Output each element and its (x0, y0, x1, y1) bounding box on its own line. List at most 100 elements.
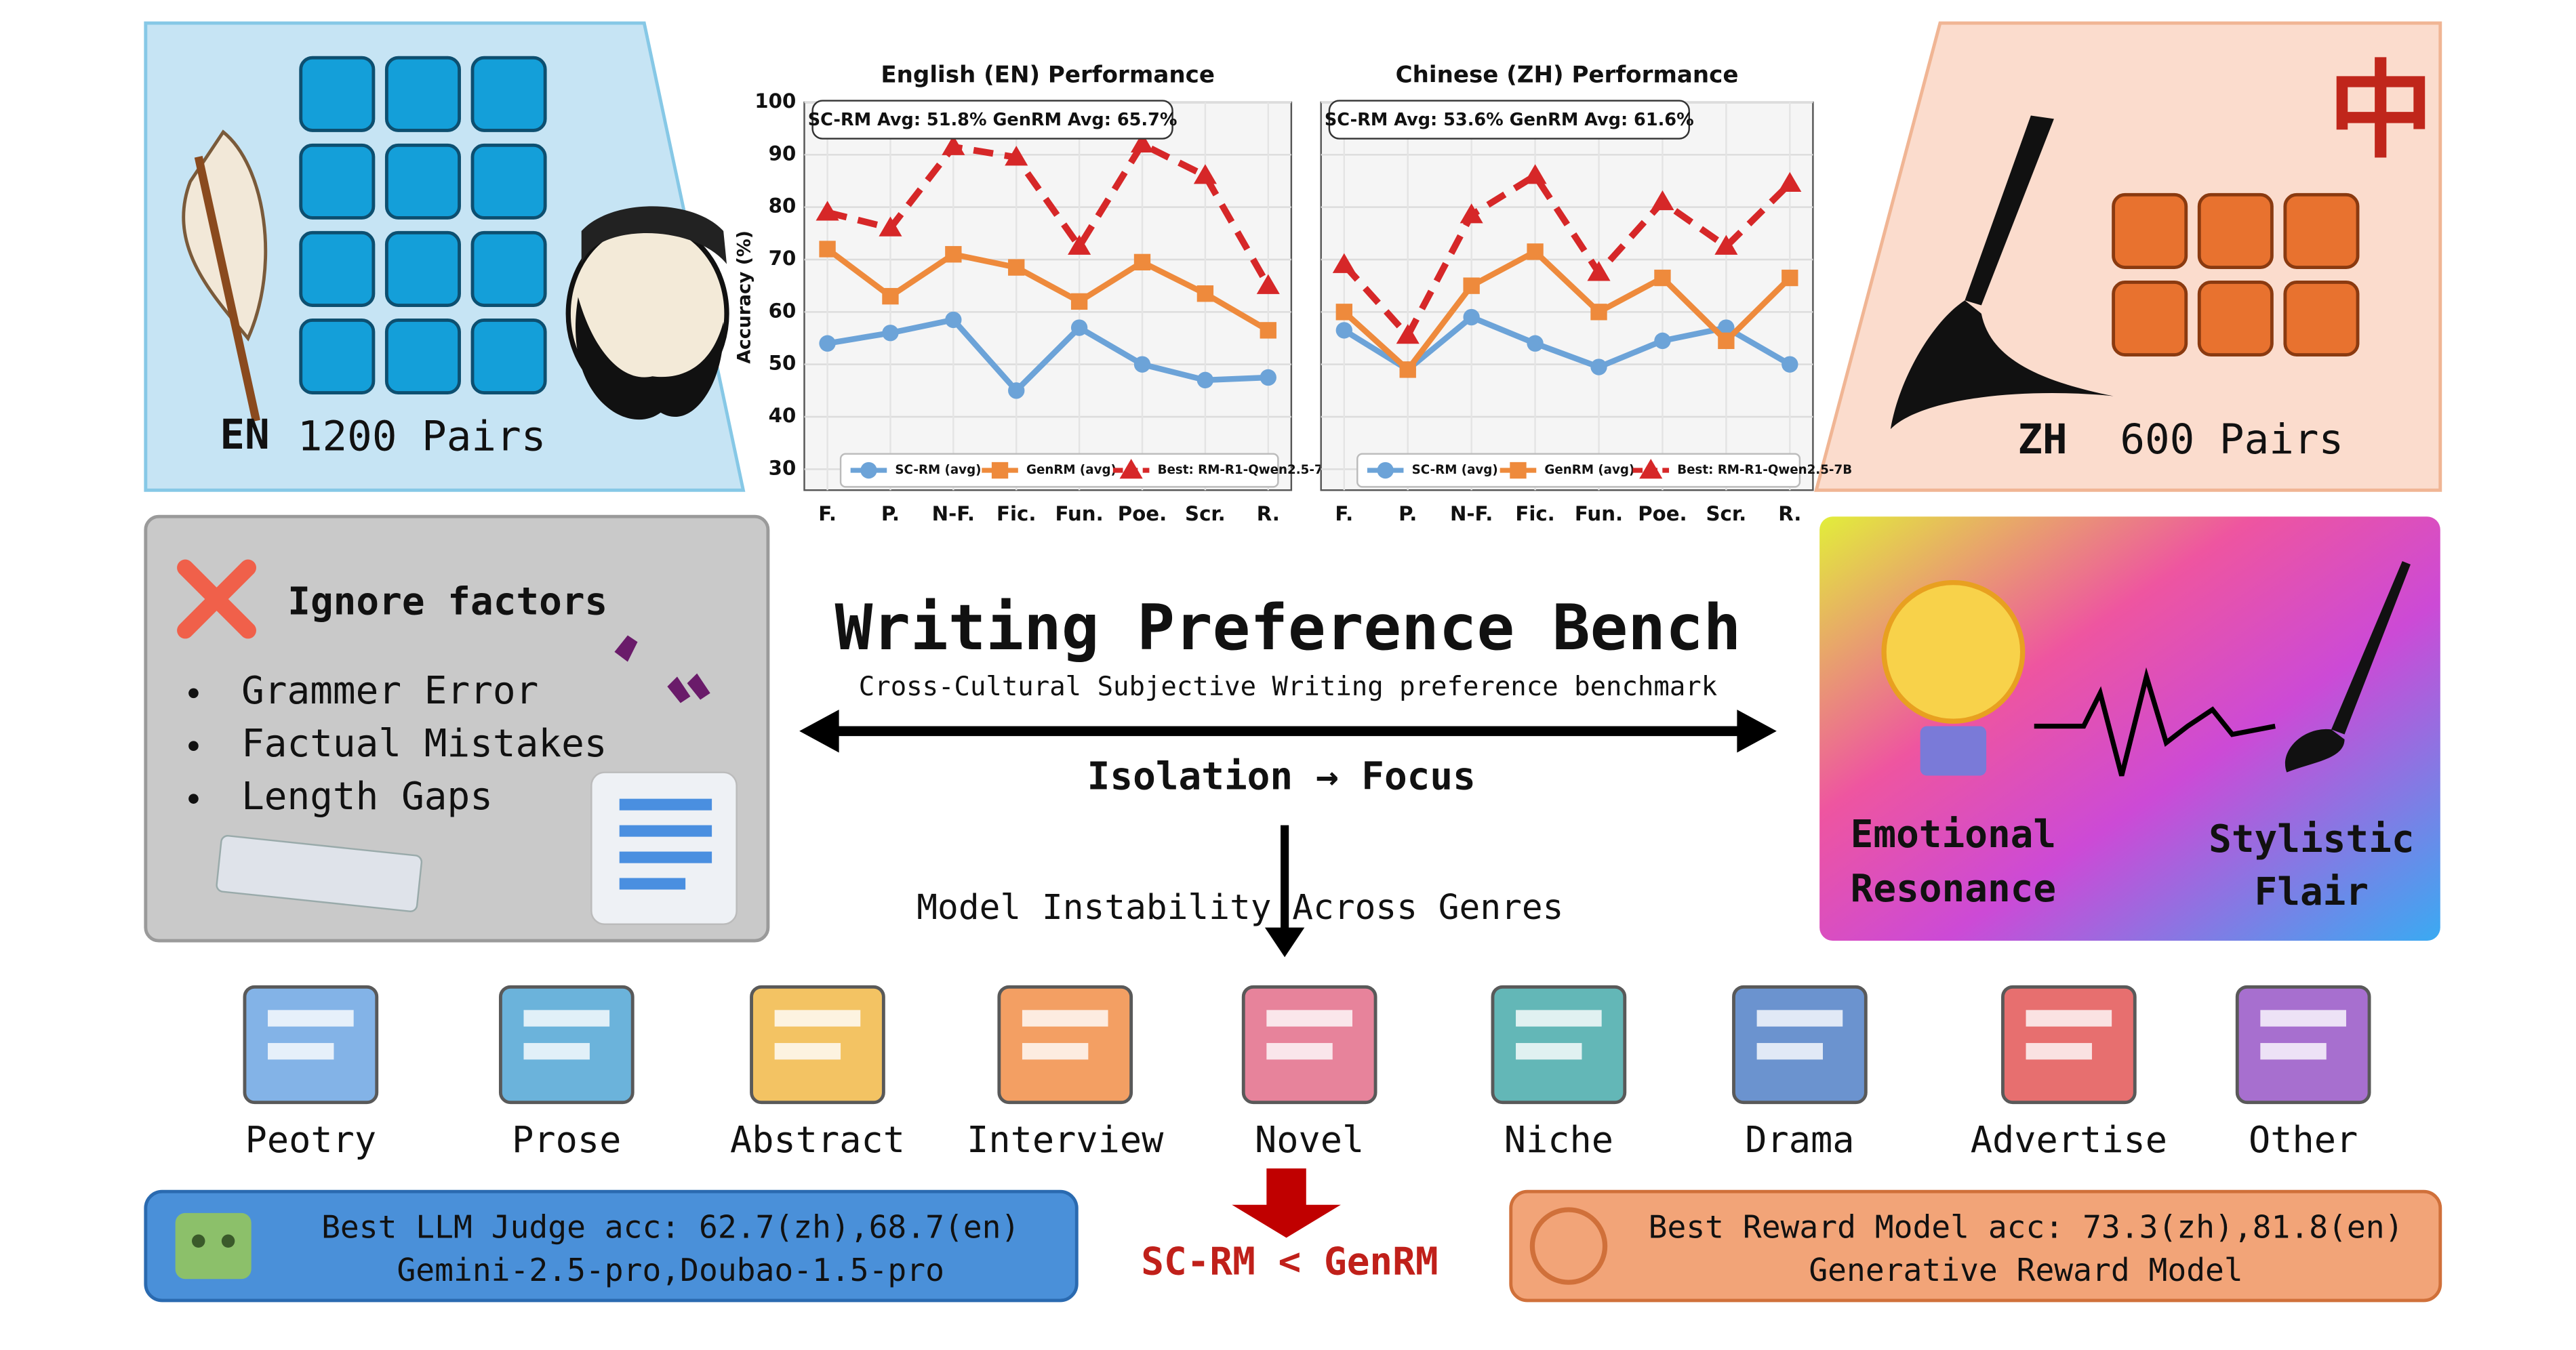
genre-label: Niche (1504, 1118, 1613, 1161)
genre-icon-detail (2260, 1010, 2346, 1027)
square (384, 318, 461, 395)
series-line (826, 316, 1268, 395)
data-point (1008, 259, 1025, 276)
genre-row: Peotry Prose Abstract Interview Novel Niche Dr… (243, 985, 2371, 1161)
square (2283, 192, 2360, 269)
x-tick-label: Scr. (1706, 502, 1747, 525)
emotional-line: Emotional (1851, 813, 2056, 857)
down-arrow (1264, 825, 1305, 958)
genre-label: Other (2249, 1118, 2358, 1161)
quote-icon (614, 635, 710, 703)
data-point (1130, 132, 1154, 153)
data-point (1335, 322, 1352, 339)
en-label: EN (220, 411, 269, 459)
legend-box (839, 453, 1279, 488)
genre-label: Peotry (245, 1118, 376, 1161)
x-tick-label: Fic. (1515, 502, 1554, 525)
genre-icon-detail (1266, 1010, 1352, 1027)
reward-model-line: Best Reward Model acc: 73.3(zh),81.8(en) (1649, 1209, 2404, 1246)
charts: 30 40 50 60 70 80 90 100 F. P. N-F. Fic. Fun. Poe. Scr… (733, 62, 1852, 525)
x-tick-label: Fun. (1055, 502, 1104, 525)
square (384, 143, 461, 220)
x-tick-label: R. (1778, 502, 1801, 525)
square (470, 143, 547, 220)
genre-icon-detail (2260, 1043, 2327, 1060)
y-tick-label: 90 (769, 142, 797, 165)
annotation: SC-RM Avg: 53.6% GenRM Avg: 61.6% (1325, 110, 1694, 130)
stylistic-line: Flair (2255, 870, 2369, 914)
legend-marker (1119, 458, 1143, 479)
x-tick-label: Fic. (997, 502, 1036, 525)
data-point (816, 201, 839, 221)
en-squares (299, 56, 547, 395)
x-tick-label: F. (1335, 502, 1353, 525)
ignore-item: Grammer Error (241, 669, 538, 713)
data-point (882, 287, 899, 305)
square (2283, 280, 2360, 357)
data-point (1133, 356, 1151, 373)
square (384, 56, 461, 132)
square (470, 230, 547, 307)
genre-icon-detail (774, 1043, 841, 1060)
genre-label: Drama (1745, 1118, 1854, 1161)
stylistic-line: Stylistic (2209, 817, 2414, 861)
double-arrow (799, 710, 1777, 753)
data-point (945, 311, 962, 329)
data-point (1070, 293, 1088, 310)
y-tick-label: 80 (769, 195, 797, 218)
x-tick-label: Poe. (1638, 502, 1687, 525)
legend-marker (860, 462, 877, 479)
genre-icon-detail (1756, 1010, 1843, 1027)
instability: Model Instability Across Genres (917, 888, 1563, 928)
square (299, 56, 376, 132)
x-icon (177, 559, 256, 639)
data-point (1068, 234, 1091, 255)
data-point (1070, 319, 1088, 336)
emotional-line: Resonance (1851, 867, 2056, 911)
y-axis-label: Accuracy (%) (733, 230, 754, 364)
x-tick-label: R. (1257, 502, 1280, 525)
genre-icon-detail (1022, 1043, 1089, 1060)
data-point (1590, 359, 1607, 375)
square (384, 230, 461, 307)
data-point (1133, 253, 1151, 271)
y-tick-label: 100 (754, 89, 796, 112)
en-pairs: 1200 Pairs (298, 412, 546, 460)
brain-icon (1529, 1207, 1608, 1285)
data-point (1196, 371, 1214, 389)
ignore-list: Grammer Error Factual Mistakes Length Gaps (188, 669, 607, 819)
main-title: Writing Preference Bench (835, 591, 1742, 664)
ignore-item: Length Gaps (241, 775, 493, 819)
genre-icon-detail (523, 1043, 590, 1060)
genre-icon-detail (1516, 1043, 1582, 1060)
x-tick-label: P. (1398, 502, 1417, 525)
ruler (216, 835, 423, 912)
legend-label: GenRM (avg) (1544, 463, 1634, 477)
legend-box (1356, 453, 1801, 488)
x-tick-label: Scr. (1185, 502, 1226, 525)
annotation: SC-RM Avg: 51.8% GenRM Avg: 65.7% (808, 110, 1178, 130)
square (470, 56, 547, 132)
data-point (1651, 190, 1674, 211)
data-point (1587, 261, 1611, 281)
isolation-focus: Isolation → Focus (1087, 755, 1476, 799)
subtitle: Cross-Cultural Subjective Writing prefer… (859, 672, 1717, 702)
brain-bulb-icon (1881, 579, 2026, 776)
square (299, 318, 376, 395)
heartbeat (2034, 667, 2276, 777)
data-point (1193, 164, 1217, 184)
zh-squares (2112, 192, 2360, 357)
bullet (188, 794, 199, 804)
data-point (1590, 304, 1607, 321)
data-point (1527, 335, 1544, 352)
square (470, 318, 547, 395)
data-point (819, 335, 836, 352)
genre-icon-detail (268, 1010, 354, 1027)
genre-icon-detail (1516, 1010, 1602, 1027)
data-point (819, 241, 836, 258)
data-point (1256, 274, 1280, 294)
genre-icon-detail (774, 1010, 861, 1027)
y-tick-label: 40 (769, 404, 797, 427)
